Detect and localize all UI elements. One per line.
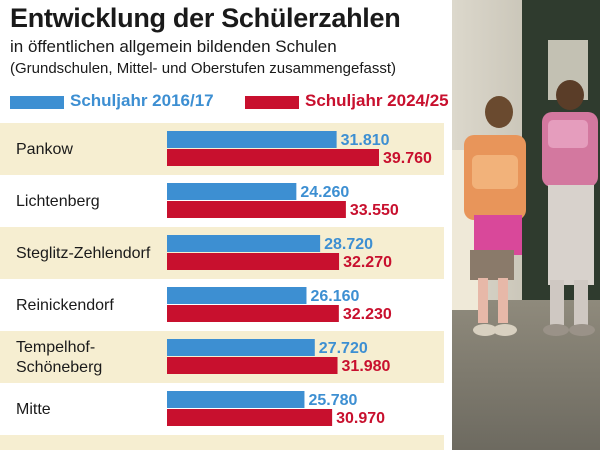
category-label: Steglitz-Zehlendorf: [16, 245, 151, 262]
bar: [167, 201, 346, 218]
chart-subtitle: in öffentlichen allgemein bildenden Schu…: [10, 37, 337, 56]
bar: [167, 131, 337, 148]
bar: [167, 149, 379, 166]
legend-label-2016-17: Schuljahr 2016/17: [70, 91, 214, 110]
bar: [167, 391, 305, 408]
category-label: Lichtenberg: [16, 193, 100, 210]
category-label: Reinickendorf: [16, 297, 114, 314]
category-label: Schöneberg: [16, 359, 102, 376]
bar: [167, 253, 340, 270]
bar: [167, 409, 333, 426]
data-label: 28.720: [324, 236, 373, 253]
bar: [167, 183, 297, 200]
bar: [167, 305, 339, 322]
chart-title: Entwicklung der Schülerzahlen: [10, 3, 401, 33]
legend-swatch-2016-17: [10, 96, 64, 109]
legend-swatch-2024-25: [245, 96, 299, 109]
bar: [167, 339, 315, 356]
row-background: [0, 435, 444, 450]
bar: [167, 235, 321, 252]
category-label: Tempelhof-: [16, 339, 95, 356]
chart-panel: Entwicklung der Schülerzahlen in öffentl…: [0, 3, 449, 450]
data-label: 32.230: [343, 306, 392, 323]
data-label: 26.160: [310, 288, 359, 305]
data-label: 31.810: [341, 132, 390, 149]
legend-label-2024-25: Schuljahr 2024/25: [305, 91, 449, 110]
data-label: 27.720: [319, 340, 368, 357]
category-label: Mitte: [16, 401, 51, 418]
bar: [167, 357, 338, 374]
bar: [167, 287, 307, 304]
data-label: 24.260: [300, 184, 349, 201]
category-label: Pankow: [16, 141, 73, 158]
data-label: 25.780: [308, 392, 357, 409]
data-label: 39.760: [383, 150, 432, 167]
data-label: 33.550: [350, 202, 399, 219]
chart-subtitle-note: (Grundschulen, Mittel- und Oberstufen zu…: [10, 60, 397, 77]
data-label: 31.980: [342, 358, 391, 375]
data-label: 32.270: [343, 254, 392, 271]
data-label: 30.970: [336, 410, 385, 427]
schoolchildren-photo: [452, 0, 600, 450]
